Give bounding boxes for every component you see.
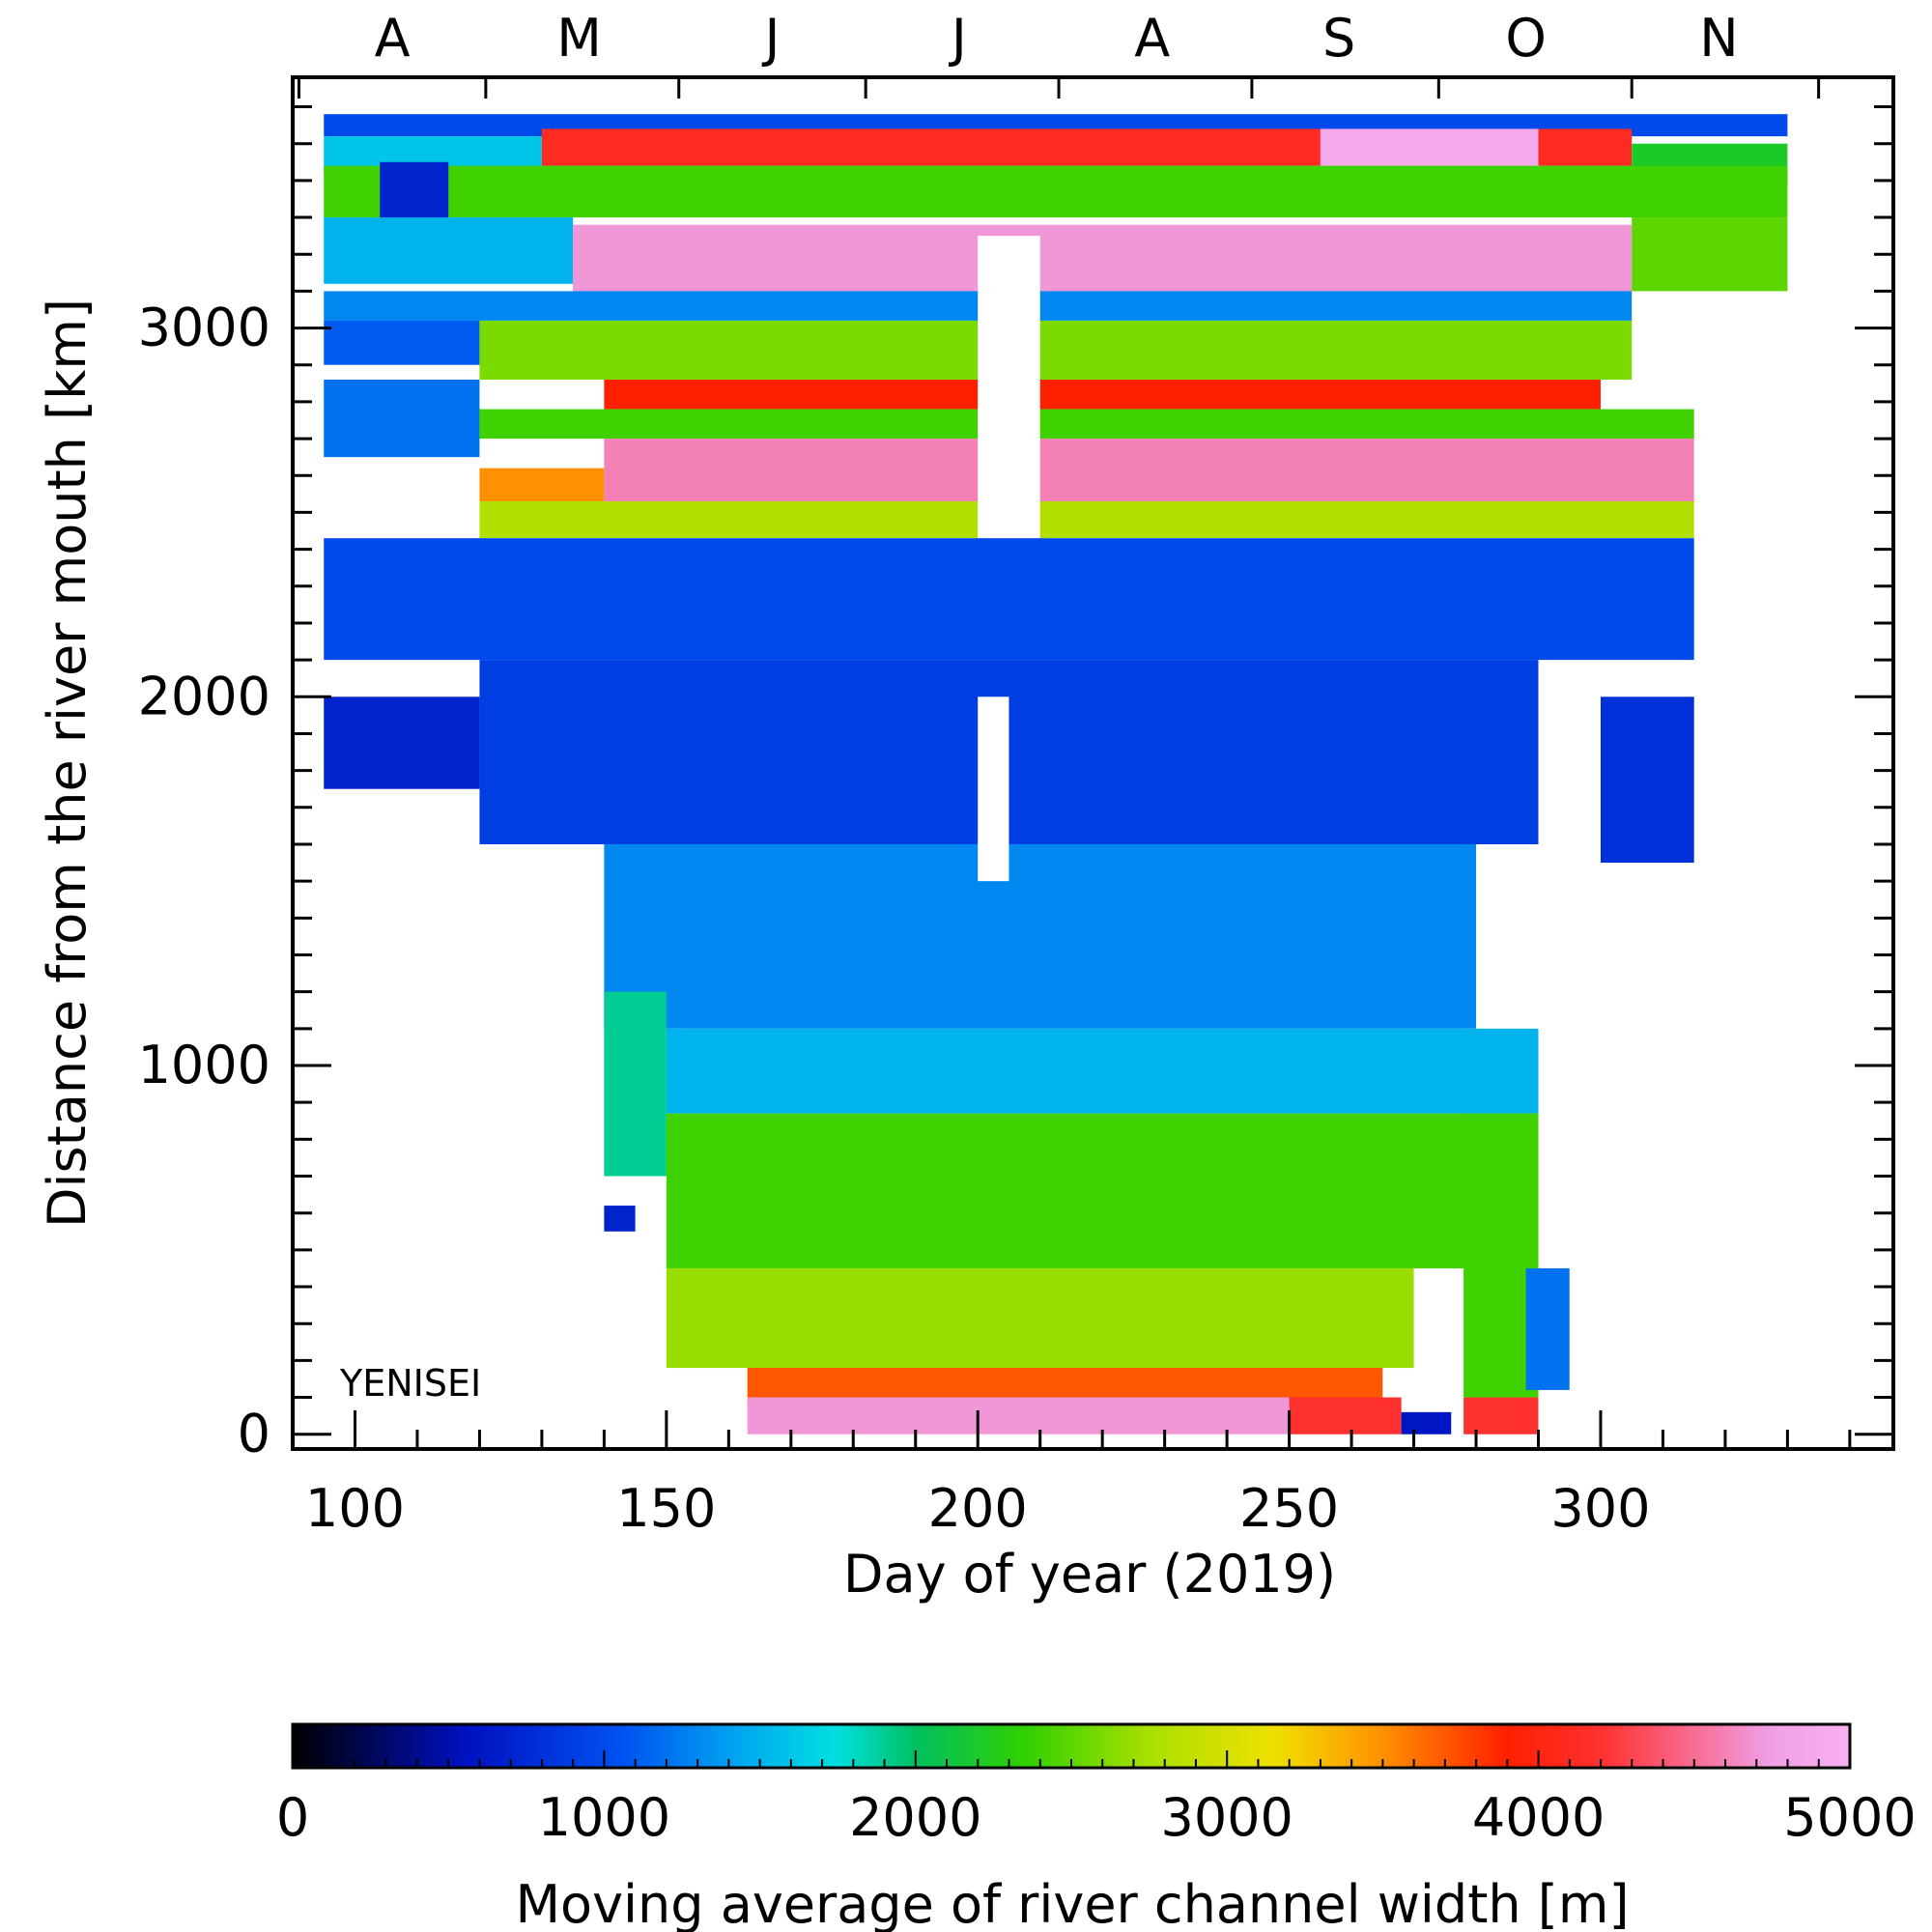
heatmap-cell <box>604 991 667 1177</box>
heatmap-cell <box>324 696 480 789</box>
x-axis-ticks: 100 150 200 250 300 <box>291 1410 1852 1539</box>
heatmap-cell <box>604 843 1477 1029</box>
x-tick-label: 100 <box>305 1478 405 1539</box>
colorbar-ticks: 0 1000 2000 3000 4000 5000 <box>276 1750 1917 1848</box>
y-tick-label: 2000 <box>138 666 270 726</box>
colorbar-tick-label: 3000 <box>1160 1787 1293 1848</box>
heatmap-cell <box>479 320 1633 381</box>
heatmap-cell <box>978 696 1009 882</box>
plot-frame <box>291 75 1895 1451</box>
heatmap-cell <box>978 236 1040 539</box>
heatmap-cell <box>1632 217 1788 292</box>
colorbar-tick-label: 2000 <box>849 1787 981 1848</box>
heatmap-cells <box>324 114 1788 1435</box>
heatmap-cell <box>1525 1267 1570 1390</box>
river-name-annotation: YENISEI <box>339 1362 481 1405</box>
x-tick-label: 150 <box>616 1478 716 1539</box>
heatmap-cell <box>666 1267 1414 1369</box>
colorbar-title: Moving average of river channel width [m… <box>515 1874 1629 1932</box>
heatmap-cell <box>324 380 480 458</box>
heatmap-cell <box>604 1206 636 1232</box>
month-label: A <box>375 8 411 69</box>
heatmap-cell <box>1463 1397 1539 1435</box>
x-axis-title: Day of year (2019) <box>843 1544 1336 1605</box>
y-axis-title: Distance from the river mouth [km] <box>37 298 98 1228</box>
heatmap-cell <box>324 217 574 284</box>
month-label: J <box>949 8 967 69</box>
heatmap-cell <box>573 224 1633 292</box>
y-tick-label: 3000 <box>138 298 270 358</box>
colorbar-tick-label: 4000 <box>1472 1787 1605 1848</box>
heatmap-cell <box>479 660 1539 844</box>
month-label: N <box>1699 8 1738 69</box>
month-label: M <box>556 8 602 69</box>
heatmap-cell <box>604 380 1601 410</box>
x-tick-label: 250 <box>1239 1478 1339 1539</box>
colorbar-tick-label: 0 <box>276 1787 309 1848</box>
heatmap-cell <box>666 1113 1539 1268</box>
heatmap-cell <box>1320 128 1539 166</box>
month-label: A <box>1134 8 1170 69</box>
month-label: S <box>1322 8 1355 69</box>
heatmap-cell <box>1600 696 1694 864</box>
y-tick-label: 0 <box>238 1404 270 1464</box>
heatmap-cell <box>324 320 480 365</box>
heatmap-cell <box>324 165 1788 218</box>
heatmap-cell <box>479 500 1694 539</box>
y-axis-ticks: 0 1000 2000 3000 <box>138 105 1893 1464</box>
month-label: O <box>1505 8 1547 69</box>
colorbar-tick-label: 5000 <box>1783 1787 1916 1848</box>
month-label: J <box>761 8 780 69</box>
y-tick-label: 1000 <box>138 1035 270 1095</box>
heatmap-cell <box>479 409 1694 440</box>
heatmap-cell <box>324 538 1694 661</box>
colorbar-tick-label: 1000 <box>538 1787 670 1848</box>
heatmap-cell <box>747 1397 1290 1435</box>
x-tick-label: 300 <box>1550 1478 1650 1539</box>
heatmap-cell <box>1401 1411 1452 1435</box>
heatmap-cell <box>666 1028 1539 1114</box>
heatmap-cell <box>604 439 1694 501</box>
heatmap-cell <box>479 468 605 501</box>
x-tick-label: 200 <box>928 1478 1028 1539</box>
heatmap-cell <box>1289 1397 1402 1435</box>
